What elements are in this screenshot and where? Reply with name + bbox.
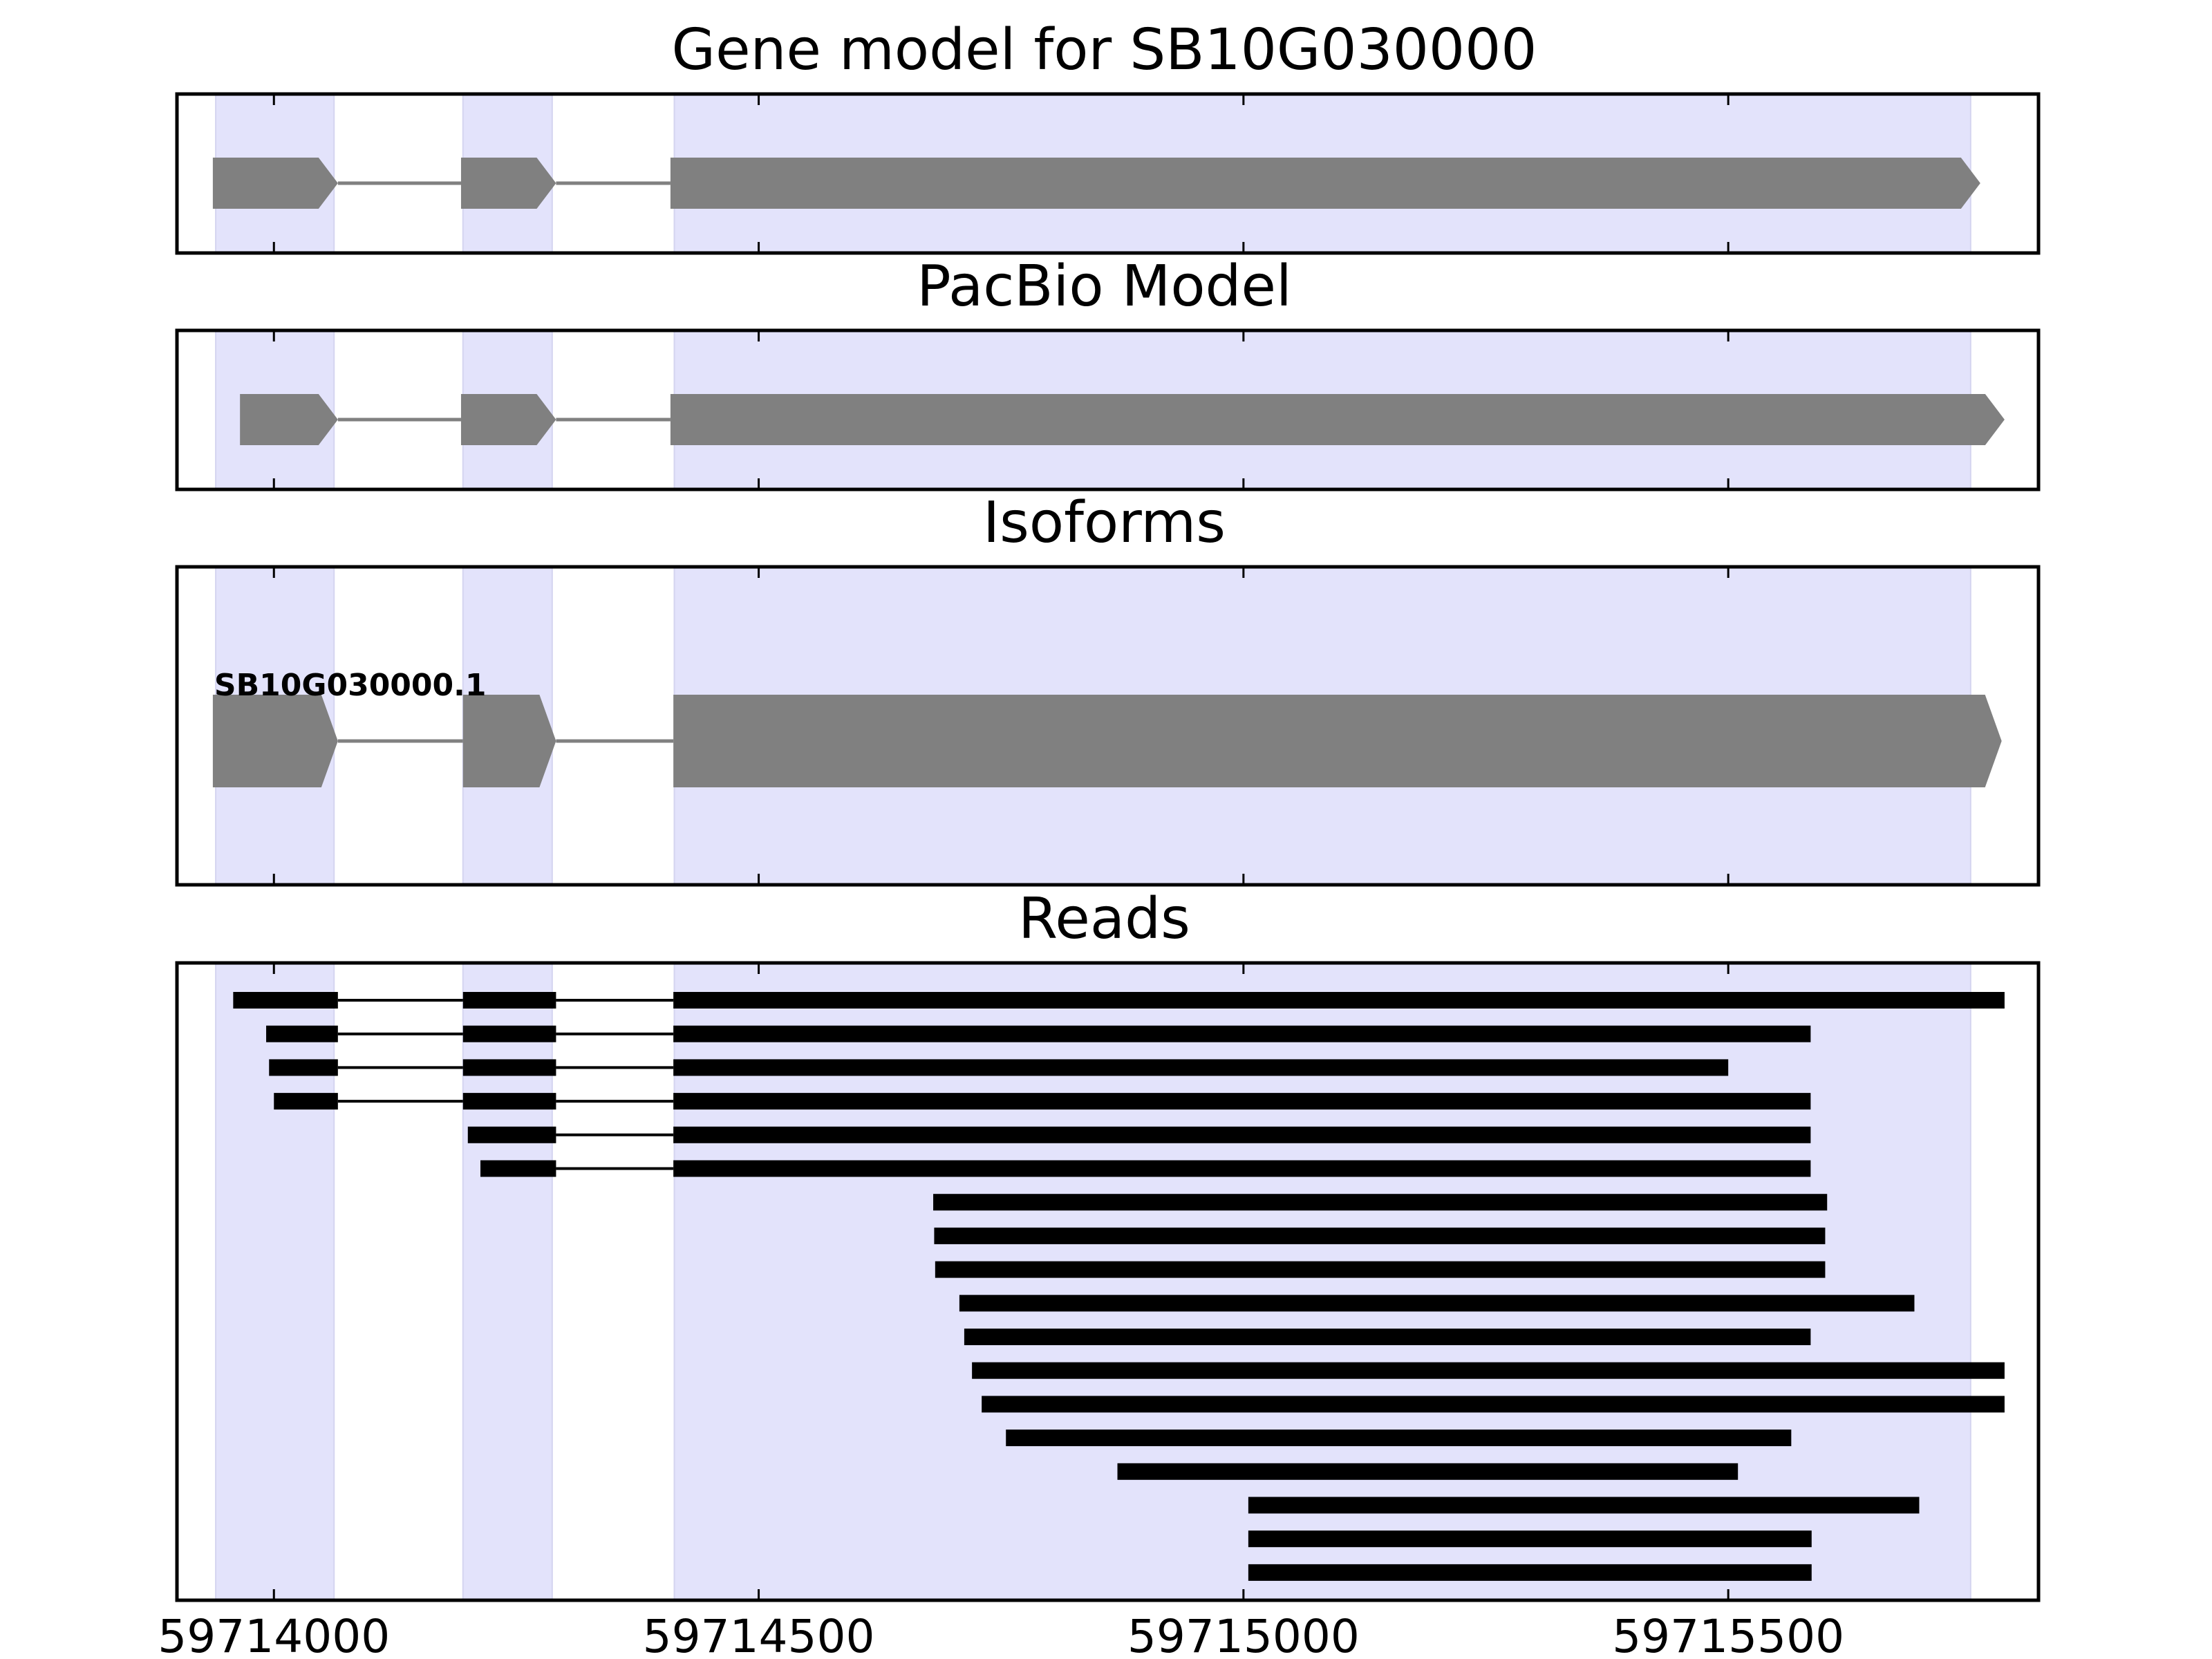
panel-title: Isoforms: [983, 490, 1226, 556]
exon-block: [240, 394, 338, 445]
read-row: [964, 1329, 1811, 1345]
read-row: [1117, 1463, 1738, 1480]
highlight-region: [215, 962, 335, 1601]
x-tick-label: 59715500: [1612, 1610, 1844, 1659]
read-block: [1006, 1430, 1792, 1447]
exon-block: [462, 695, 556, 787]
panel-frame: [175, 565, 2041, 887]
read-block: [982, 1396, 2005, 1413]
read-block: [480, 1160, 556, 1177]
read-row: [274, 1093, 1811, 1110]
read-block: [462, 992, 556, 1009]
exon-block: [212, 695, 338, 787]
read-row: [233, 992, 2005, 1009]
exon-block: [460, 158, 556, 209]
exon-block: [460, 394, 556, 445]
read-row: [467, 1126, 1811, 1143]
read-block: [959, 1295, 1915, 1312]
read-row: [269, 1059, 1729, 1076]
read-row: [934, 1227, 1826, 1244]
panel-reads: Reads: [175, 886, 2041, 1602]
read-row: [982, 1396, 2005, 1413]
read-block: [673, 1093, 1811, 1110]
read-block: [933, 1194, 1828, 1211]
x-tick-label: 59714000: [158, 1610, 390, 1659]
panel-title: PacBio Model: [917, 254, 1292, 319]
read-row: [959, 1295, 1915, 1312]
exon-block: [212, 158, 338, 209]
read-block: [935, 1261, 1826, 1278]
read-block: [964, 1329, 1811, 1345]
read-block: [673, 1126, 1811, 1143]
exon-block: [673, 695, 2002, 787]
panel-frame: [175, 92, 2041, 255]
exon-block: [670, 394, 2005, 445]
panel-title: Gene model for SB10G030000: [672, 17, 1537, 83]
read-block: [673, 992, 2005, 1009]
read-row: [1248, 1497, 1920, 1514]
isoform-label: SB10G030000.1: [214, 668, 487, 703]
read-row: [972, 1362, 2005, 1379]
exon-block: [670, 158, 1980, 209]
read-row: [935, 1261, 1826, 1278]
read-row: [1248, 1564, 1812, 1581]
read-block: [972, 1362, 2005, 1379]
read-row: [480, 1160, 1811, 1177]
read-row: [266, 1025, 1811, 1042]
read-block: [1248, 1564, 1812, 1581]
read-block: [673, 1025, 1811, 1042]
panel-frame: [175, 328, 2041, 491]
read-row: [1248, 1530, 1812, 1548]
read-block: [266, 1025, 338, 1042]
read-row: [933, 1194, 1828, 1211]
panel-frame: [175, 961, 2041, 1602]
highlight-region: [462, 962, 553, 1601]
read-block: [269, 1059, 338, 1076]
read-block: [1248, 1530, 1812, 1548]
panel-isoforms: SB10G030000.1 Isoforms: [175, 490, 2041, 887]
read-block: [934, 1227, 1826, 1244]
x-tick-label: 59714500: [643, 1610, 875, 1659]
read-block: [673, 1059, 1729, 1076]
x-axis: 59714000 59714500 59715000 59715500: [158, 1610, 1844, 1659]
read-block: [1248, 1497, 1920, 1514]
panels-layer: Gene model for SB10G030000 PacBio Model SB…: [175, 17, 2041, 1602]
read-block: [462, 1093, 556, 1110]
x-tick-label: 59715000: [1127, 1610, 1360, 1659]
read-block: [467, 1126, 556, 1143]
panel-pacbio-model: PacBio Model: [175, 254, 2041, 491]
read-row: [1006, 1430, 1792, 1447]
read-block: [673, 1160, 1811, 1177]
read-block: [274, 1093, 338, 1110]
panel-title: Reads: [1018, 886, 1190, 952]
panel-gene-model: Gene model for SB10G030000: [175, 17, 2041, 255]
read-block: [462, 1059, 556, 1076]
read-block: [1117, 1463, 1738, 1480]
read-block: [233, 992, 338, 1009]
read-block: [462, 1025, 556, 1042]
